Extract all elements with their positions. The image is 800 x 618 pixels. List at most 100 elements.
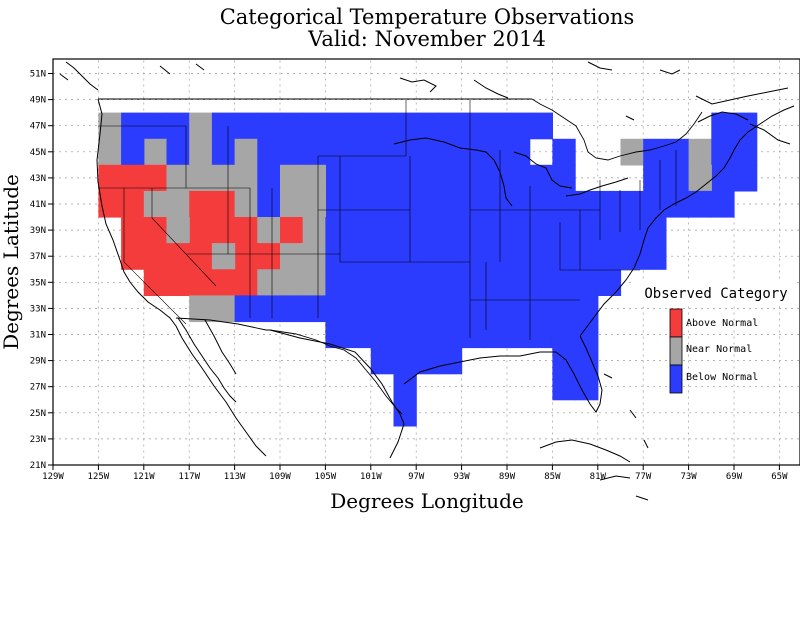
- map-outlines: [59, 61, 795, 501]
- plot-frame: [52, 58, 800, 466]
- cell-below: [348, 269, 372, 296]
- cell-below: [393, 321, 417, 349]
- cell-above: [121, 243, 145, 270]
- cell-above: [121, 217, 145, 244]
- cell-above: [280, 217, 304, 244]
- cell-below: [416, 138, 440, 166]
- cell-above: [211, 269, 236, 296]
- chart-title-line1: Categorical Temperature Observations: [220, 5, 635, 29]
- y-tick-label: 33N: [30, 304, 46, 314]
- x-tick-label: 121W: [133, 472, 155, 482]
- cell-near: [257, 269, 281, 296]
- cell-below: [461, 295, 485, 323]
- cell-above: [166, 243, 190, 270]
- cell-near: [257, 217, 281, 244]
- cell-below: [280, 112, 304, 140]
- cell-near: [166, 190, 190, 218]
- x-tick-label: 129W: [42, 472, 64, 482]
- legend: Observed Category Above Normal Near Norm…: [634, 282, 796, 394]
- cell-below: [348, 190, 372, 218]
- cell-below: [484, 321, 508, 349]
- us-mexico-border: [175, 317, 403, 415]
- cell-below: [552, 243, 576, 270]
- cell-near: [280, 269, 304, 296]
- cell-below: [325, 269, 349, 296]
- cell-below: [643, 217, 667, 244]
- cell-below: [257, 112, 281, 140]
- cell-below: [393, 217, 417, 244]
- cell-below: [280, 295, 304, 323]
- cell-below: [438, 164, 463, 192]
- legend-swatch-near: [669, 336, 683, 366]
- cell-below: [552, 164, 576, 192]
- cell-near: [688, 138, 712, 166]
- y-tick-label: 51N: [30, 70, 46, 80]
- cell-above: [166, 269, 190, 296]
- cell-below: [348, 112, 372, 140]
- legend-title: Observed Category: [644, 286, 787, 302]
- cell-below: [461, 243, 485, 270]
- cell-near: [234, 190, 258, 218]
- cell-near: [688, 164, 712, 192]
- cell-above: [234, 269, 258, 296]
- cell-below: [597, 217, 622, 244]
- cell-near: [189, 138, 213, 166]
- cell-below: [484, 112, 508, 140]
- y-tick-label: 25N: [30, 409, 46, 419]
- cell-below: [348, 164, 372, 192]
- cell-below: [257, 138, 281, 166]
- y-tick-label: 41N: [30, 200, 46, 210]
- cell-below: [461, 217, 485, 244]
- y-tick-label: 27N: [30, 383, 46, 393]
- cell-near: [211, 243, 236, 270]
- cell-below: [348, 321, 372, 349]
- great-lakes: [393, 137, 629, 207]
- cell-below: [461, 321, 485, 349]
- cell-below: [575, 269, 599, 296]
- cell-below: [643, 138, 667, 166]
- cell-below: [370, 295, 395, 323]
- x-tick-label: 105W: [315, 472, 337, 482]
- cell-below: [370, 269, 395, 296]
- cell-below: [438, 347, 463, 375]
- cell-below: [325, 321, 349, 349]
- cell-below: [370, 190, 395, 218]
- x-axis-label: Degrees Longitude: [330, 489, 524, 513]
- cell-below: [620, 190, 644, 218]
- cell-below: [438, 138, 463, 166]
- cell-below: [416, 321, 440, 349]
- x-tick-label: 93W: [453, 472, 470, 482]
- caribbean-coastline: [539, 373, 649, 501]
- cell-below: [507, 243, 531, 270]
- cell-below: [688, 190, 712, 218]
- cell-below: [620, 217, 644, 244]
- cell-above: [211, 217, 236, 244]
- cell-below: [416, 164, 440, 192]
- cell-below: [461, 190, 485, 218]
- cell-above: [211, 190, 236, 218]
- cell-near: [302, 190, 326, 218]
- cell-below: [507, 164, 531, 192]
- y-tick-label: 35N: [30, 278, 46, 288]
- cell-below: [734, 164, 758, 192]
- cell-below: [665, 138, 690, 166]
- cell-below: [461, 112, 485, 140]
- y-axis-ticks: 51N 49N 47N 45N 43N 41N 39N 37N 35N 33N 31N 29N 27N 2…: [30, 70, 53, 471]
- cell-above: [234, 243, 258, 270]
- cell-below: [393, 269, 417, 296]
- y-axis-label: Degrees Latitude: [0, 174, 23, 350]
- legend-label-above: Above Normal: [686, 318, 758, 329]
- cell-above: [121, 164, 145, 192]
- cell-below: [393, 112, 417, 140]
- cell-below: [507, 295, 531, 323]
- cell-below: [529, 269, 553, 296]
- legend-label-below: Below Normal: [686, 372, 758, 383]
- cell-below: [529, 190, 553, 218]
- cell-below: [507, 138, 531, 166]
- x-tick-label: 109W: [269, 472, 291, 482]
- cell-near: [166, 164, 190, 192]
- cell-below: [393, 243, 417, 270]
- cell-below: [234, 295, 258, 323]
- cell-below: [370, 164, 395, 192]
- cell-below: [370, 138, 395, 166]
